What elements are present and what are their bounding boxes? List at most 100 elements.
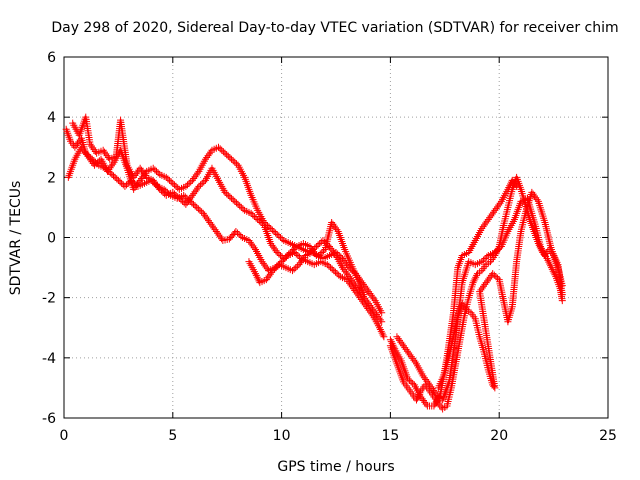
x-tick-label: 15: [381, 428, 399, 444]
data-point: [363, 298, 371, 306]
data-point: [292, 264, 300, 272]
data-point: [315, 252, 323, 260]
data-point: [249, 242, 257, 250]
data-point: [490, 208, 498, 216]
data-point: [252, 214, 260, 222]
data-point: [269, 267, 277, 275]
data-point: [479, 223, 487, 231]
y-tick-label: 4: [47, 110, 56, 126]
data-point: [402, 345, 410, 353]
data-point: [272, 229, 280, 237]
data-point: [228, 194, 236, 202]
data-point: [73, 140, 81, 148]
data-point: [107, 162, 115, 170]
data-point: [268, 241, 276, 249]
data-point: [410, 356, 418, 364]
data-point: [102, 150, 110, 158]
data-point: [480, 221, 488, 229]
data-point: [149, 164, 157, 172]
data-point: [394, 335, 402, 343]
data-point: [296, 259, 304, 267]
data-point: [314, 241, 322, 249]
data-point: [398, 340, 406, 348]
data-point: [253, 273, 261, 281]
data-point: [476, 288, 484, 296]
data-point: [379, 331, 387, 339]
data-point: [177, 196, 185, 204]
data-point: [546, 260, 554, 268]
data-point: [280, 255, 288, 263]
data-point: [378, 309, 386, 317]
data-point: [135, 178, 143, 186]
data-point: [132, 170, 140, 178]
data-point: [378, 318, 386, 326]
data-point: [182, 182, 190, 190]
data-point: [386, 336, 394, 344]
data-point: [232, 227, 240, 235]
data-point: [198, 179, 206, 187]
data-point: [406, 351, 414, 359]
data-point: [84, 152, 92, 160]
data-point: [316, 250, 324, 258]
data-point: [529, 190, 537, 198]
data-point: [319, 247, 327, 255]
data-point: [174, 193, 182, 201]
data-point: [190, 190, 198, 198]
data-point: [429, 386, 437, 394]
data-point: [231, 158, 239, 166]
data-point: [211, 226, 219, 234]
data-point: [72, 141, 80, 149]
data-point: [245, 237, 253, 245]
x-tick-label: 0: [60, 428, 69, 444]
data-point: [390, 343, 398, 351]
data-point: [367, 303, 375, 311]
data-point: [325, 243, 333, 251]
data-point: [110, 172, 118, 180]
data-point: [399, 342, 407, 350]
data-point: [136, 176, 144, 184]
data-point: [337, 253, 345, 261]
data-point: [365, 288, 373, 296]
data-point: [250, 212, 258, 220]
data-point: [480, 282, 488, 290]
data-point: [204, 152, 212, 160]
data-point: [170, 181, 178, 189]
data-point: [216, 233, 224, 241]
data-point: [89, 144, 97, 152]
data-point: [506, 182, 514, 190]
data-point: [194, 184, 202, 192]
data-point: [333, 270, 341, 278]
data-point: [396, 336, 404, 344]
data-point: [427, 383, 435, 391]
data-point: [88, 158, 96, 166]
data-point: [537, 244, 545, 252]
data-point: [219, 148, 227, 156]
data-point: [201, 211, 209, 219]
data-point: [94, 158, 102, 166]
y-tick-label: -2: [42, 291, 56, 307]
data-point: [481, 255, 489, 263]
data-point: [271, 265, 279, 273]
data-point: [492, 247, 500, 255]
data-point: [420, 374, 428, 382]
data-point: [405, 376, 413, 384]
data-point: [268, 268, 276, 276]
data-point: [262, 263, 270, 271]
data-point: [188, 191, 196, 199]
data-point: [492, 273, 500, 281]
data-point: [423, 377, 431, 385]
series-track-3: [69, 113, 386, 317]
data-point: [295, 261, 303, 269]
data-point: [486, 273, 494, 281]
data-point: [422, 400, 430, 408]
data-point: [154, 184, 162, 192]
data-point: [248, 240, 256, 248]
data-point: [100, 148, 108, 156]
x-tick-label: 20: [490, 428, 508, 444]
data-point: [548, 265, 556, 273]
data-point: [154, 169, 162, 177]
data-point: [332, 224, 340, 232]
data-point: [504, 185, 512, 193]
data-point: [374, 312, 382, 320]
